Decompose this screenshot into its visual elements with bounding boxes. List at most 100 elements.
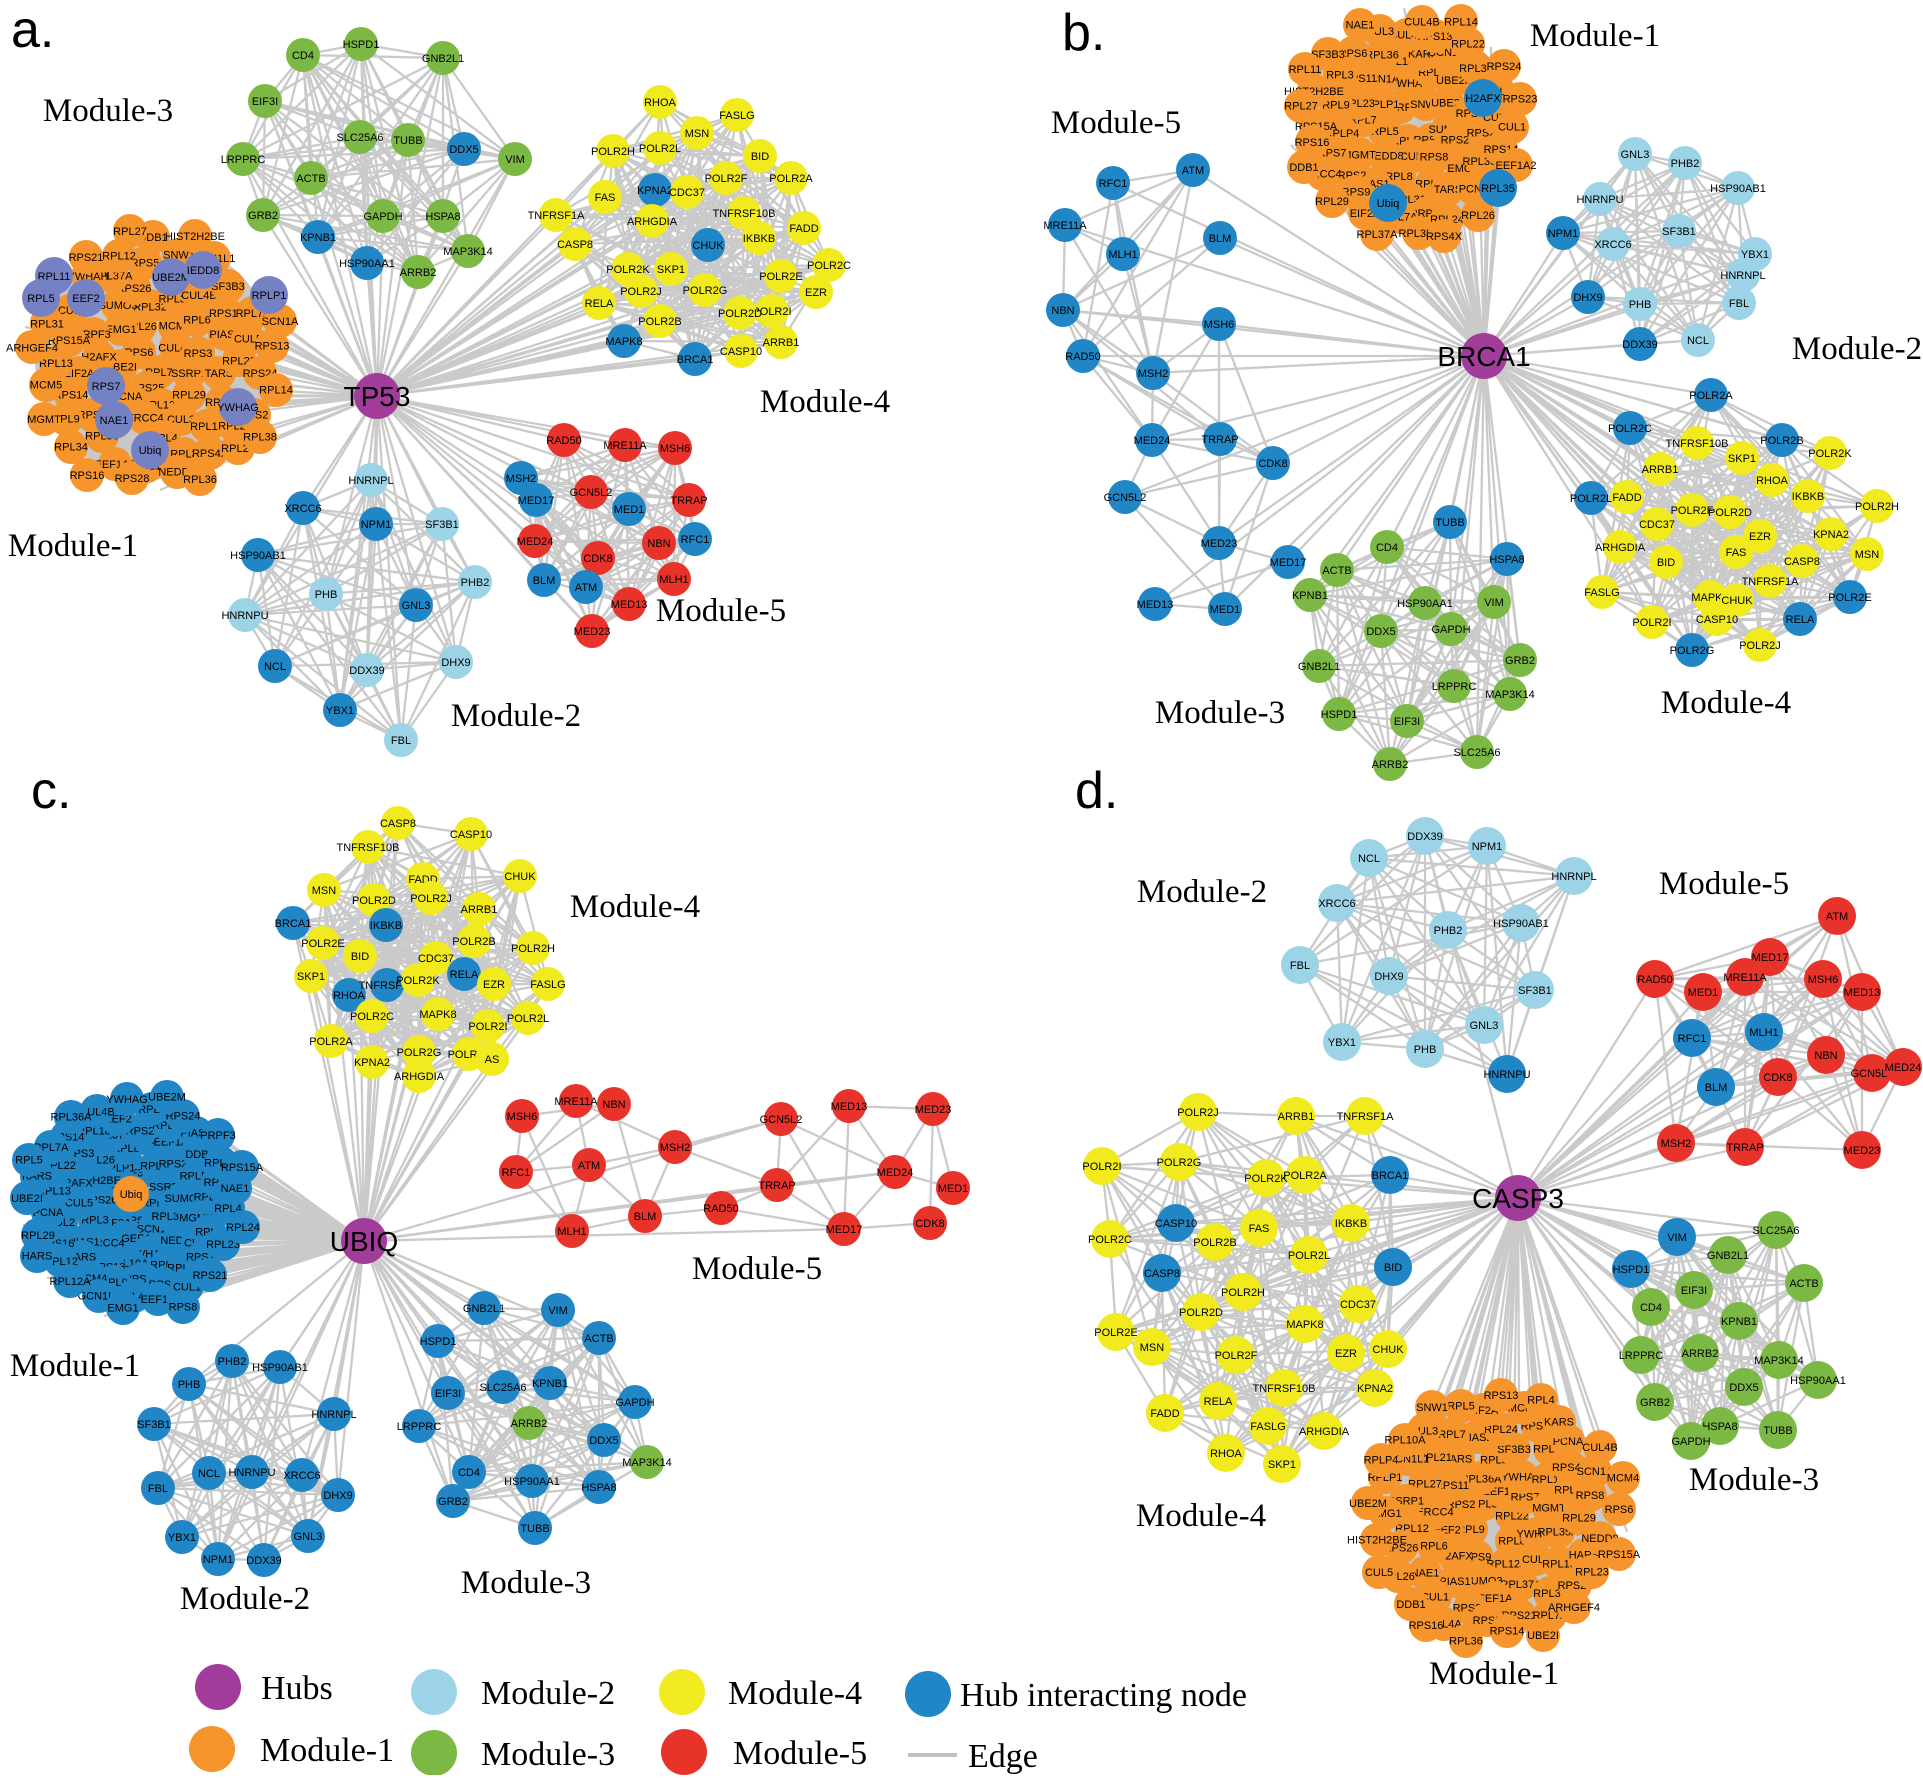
svg-text:POLR2J: POLR2J: [1739, 640, 1781, 652]
svg-text:RPL31: RPL31: [1533, 1588, 1567, 1600]
svg-text:FASLG: FASLG: [530, 979, 565, 991]
svg-text:YBX1: YBX1: [326, 705, 354, 717]
svg-text:EIF3I: EIF3I: [1681, 1285, 1707, 1297]
svg-text:KPNA2: KPNA2: [354, 1057, 390, 1069]
svg-text:RFC1: RFC1: [1678, 1033, 1707, 1045]
svg-text:HSPD1: HSPD1: [1613, 1264, 1650, 1276]
svg-text:EIF3I: EIF3I: [1394, 716, 1420, 728]
svg-text:RPL14: RPL14: [1444, 16, 1478, 28]
svg-text:POLR2F: POLR2F: [705, 173, 748, 185]
svg-text:YWHAG: YWHAG: [106, 1094, 148, 1106]
svg-text:PIAS2: PIAS2: [1461, 1432, 1492, 1444]
svg-text:HSP90AB1: HSP90AB1: [1710, 183, 1766, 195]
svg-text:SLC25A6: SLC25A6: [1453, 747, 1500, 759]
svg-text:Module-2: Module-2: [1792, 331, 1922, 367]
svg-text:TUBB: TUBB: [1763, 1425, 1792, 1437]
svg-text:HSP90AA1: HSP90AA1: [339, 258, 395, 270]
svg-text:RAD50: RAD50: [546, 435, 581, 447]
svg-text:NCL: NCL: [1687, 335, 1709, 347]
svg-text:RPL29: RPL29: [1315, 196, 1349, 208]
svg-text:BID: BID: [1657, 557, 1675, 569]
svg-text:Module-1: Module-1: [10, 1348, 140, 1384]
svg-text:PHB: PHB: [178, 1379, 201, 1391]
svg-text:NBN: NBN: [1051, 305, 1074, 317]
svg-text:GAPDH: GAPDH: [363, 211, 402, 223]
svg-text:DDX5: DDX5: [1729, 1382, 1758, 1394]
svg-text:RPS9: RPS9: [1342, 187, 1371, 199]
svg-text:CASP10: CASP10: [1155, 1218, 1197, 1230]
svg-text:NBN: NBN: [1814, 1050, 1837, 1062]
svg-text:Module-2: Module-2: [451, 698, 581, 734]
svg-text:POLR2B: POLR2B: [1193, 1237, 1236, 1249]
svg-text:PHB: PHB: [1414, 1044, 1437, 1056]
svg-text:RPL13: RPL13: [1542, 1558, 1576, 1570]
svg-text:RPS16: RPS16: [1295, 137, 1330, 149]
svg-text:BRCA1: BRCA1: [275, 918, 312, 930]
svg-text:SNW1: SNW1: [1416, 1402, 1448, 1414]
svg-text:Module-4: Module-4: [760, 384, 890, 420]
svg-text:RPL9: RPL9: [1322, 100, 1350, 112]
svg-text:TNFRSF10B: TNFRSF10B: [1253, 1383, 1316, 1395]
svg-text:Module-4: Module-4: [728, 1675, 862, 1712]
svg-text:ARHGDIA: ARHGDIA: [1595, 542, 1646, 554]
svg-text:RPL4: RPL4: [1527, 1394, 1555, 1406]
svg-text:RPS6: RPS6: [1339, 48, 1368, 60]
svg-text:HSPA8: HSPA8: [1702, 1421, 1737, 1433]
svg-text:IKBKB: IKBKB: [1792, 491, 1824, 503]
svg-text:POLR2A: POLR2A: [769, 173, 813, 185]
svg-text:RPL3: RPL3: [1326, 70, 1354, 82]
svg-text:FADD: FADD: [1612, 492, 1641, 504]
svg-text:UBE2M: UBE2M: [148, 1092, 186, 1104]
svg-text:POLR2L: POLR2L: [1570, 493, 1612, 505]
svg-text:GRB2: GRB2: [1640, 1397, 1670, 1409]
svg-text:POLR2I: POLR2I: [752, 306, 791, 318]
svg-text:RPS5: RPS5: [131, 258, 160, 270]
svg-text:RPL29: RPL29: [172, 390, 206, 402]
svg-text:Module-5: Module-5: [1051, 105, 1181, 141]
svg-text:ACTB: ACTB: [296, 173, 325, 185]
svg-text:ERCC4: ERCC4: [1416, 1507, 1453, 1519]
svg-text:CDC37: CDC37: [669, 187, 705, 199]
svg-text:POLR2H: POLR2H: [511, 943, 555, 955]
svg-text:POLR2C: POLR2C: [807, 260, 851, 272]
svg-text:PHB2: PHB2: [218, 1356, 247, 1368]
svg-text:HSPA8: HSPA8: [581, 1482, 616, 1494]
svg-text:HNRNPU: HNRNPU: [1483, 1069, 1530, 1081]
svg-text:AS: AS: [485, 1054, 500, 1066]
svg-text:RPS2: RPS2: [126, 1126, 155, 1138]
svg-text:MSN: MSN: [1140, 1342, 1165, 1354]
svg-text:MAPK8: MAPK8: [1286, 1319, 1323, 1331]
svg-text:EEF1A2: EEF1A2: [1496, 160, 1537, 172]
svg-text:MSH6: MSH6: [1808, 974, 1839, 986]
svg-text:Module-3: Module-3: [1689, 1462, 1819, 1498]
svg-text:a.: a.: [11, 1, 54, 59]
svg-text:XRCC6: XRCC6: [1594, 239, 1631, 251]
svg-text:b.: b.: [1062, 4, 1105, 62]
svg-text:TUBB: TUBB: [520, 1523, 549, 1535]
svg-text:ARHGEF4: ARHGEF4: [6, 342, 58, 354]
svg-text:POLR2J: POLR2J: [410, 893, 452, 905]
svg-text:NCL: NCL: [198, 1468, 220, 1480]
svg-text:CUL5: CUL5: [1365, 1567, 1393, 1579]
svg-text:SF3B1: SF3B1: [425, 519, 459, 531]
svg-text:MSN: MSN: [312, 885, 337, 897]
svg-text:MSN: MSN: [1855, 549, 1880, 561]
svg-text:MSN: MSN: [685, 128, 710, 140]
svg-text:TNFRSF10B: TNFRSF10B: [713, 208, 776, 220]
svg-text:SLC25A6: SLC25A6: [336, 132, 383, 144]
svg-text:POLR2L: POLR2L: [639, 143, 681, 155]
svg-text:POLR2J: POLR2J: [620, 286, 662, 298]
svg-text:POLR2K: POLR2K: [1244, 1173, 1288, 1185]
svg-text:RPL5: RPL5: [1447, 1401, 1475, 1413]
svg-text:CASP3: CASP3: [1472, 1183, 1564, 1214]
svg-text:c.: c.: [31, 762, 71, 820]
svg-text:RPL10A: RPL10A: [1385, 1435, 1427, 1447]
svg-text:CHUK: CHUK: [1721, 595, 1753, 607]
svg-text:RPS21: RPS21: [193, 1270, 228, 1282]
svg-text:CUL4B: CUL4B: [1582, 1442, 1617, 1454]
svg-text:HNRNPU: HNRNPU: [1576, 194, 1623, 206]
svg-text:GRB2: GRB2: [438, 1496, 468, 1508]
svg-text:TUBB: TUBB: [1435, 517, 1464, 529]
svg-text:MED24: MED24: [517, 536, 554, 548]
svg-text:GNL3: GNL3: [402, 600, 431, 612]
